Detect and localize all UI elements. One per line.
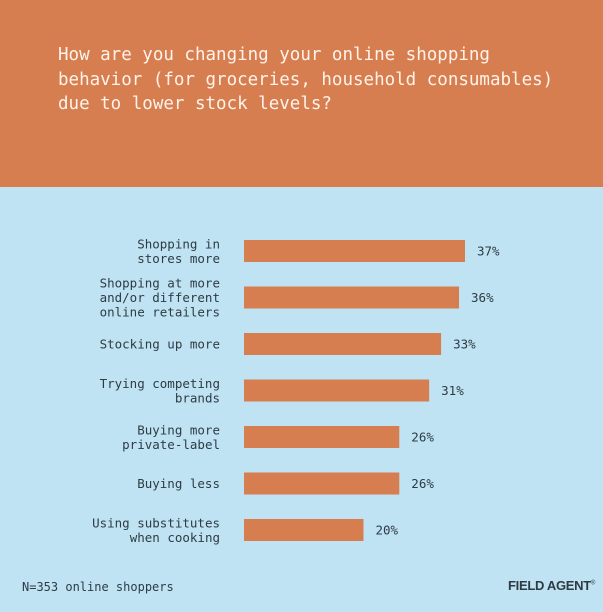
category-label-2: Stocking up more: [100, 337, 220, 352]
value-label-3: 31%: [441, 383, 464, 398]
bar-1: [244, 286, 460, 309]
bar-4: [244, 426, 400, 448]
value-label-2: 33%: [453, 337, 476, 352]
category-label-6: Using substitutes when cooking: [92, 515, 220, 545]
header-banner: How are you changing your online shoppin…: [0, 0, 603, 187]
category-label-1: Shopping at more and/or different online r…: [100, 276, 220, 320]
value-label-1: 36%: [471, 290, 494, 305]
category-label-0: Shopping in stores more: [137, 236, 220, 266]
sample-size-note: N=353 online shoppers: [22, 580, 174, 594]
category-label-5: Buying less: [137, 476, 220, 491]
brand-logo: FIELD AGENT®: [508, 578, 596, 593]
value-label-0: 37%: [477, 244, 500, 259]
bar-5: [244, 472, 400, 495]
value-label-6: 20%: [375, 523, 398, 538]
bar-0: [244, 240, 465, 262]
category-label-4: Buying more private-label: [122, 422, 220, 452]
category-label-3: Trying competing brands: [100, 376, 220, 406]
bar-6: [244, 519, 364, 541]
value-label-5: 26%: [411, 476, 434, 491]
bar-3: [244, 379, 430, 402]
chart-title: How are you changing your online shoppin…: [58, 45, 554, 114]
value-label-4: 26%: [411, 430, 434, 445]
bar-2: [244, 333, 442, 355]
